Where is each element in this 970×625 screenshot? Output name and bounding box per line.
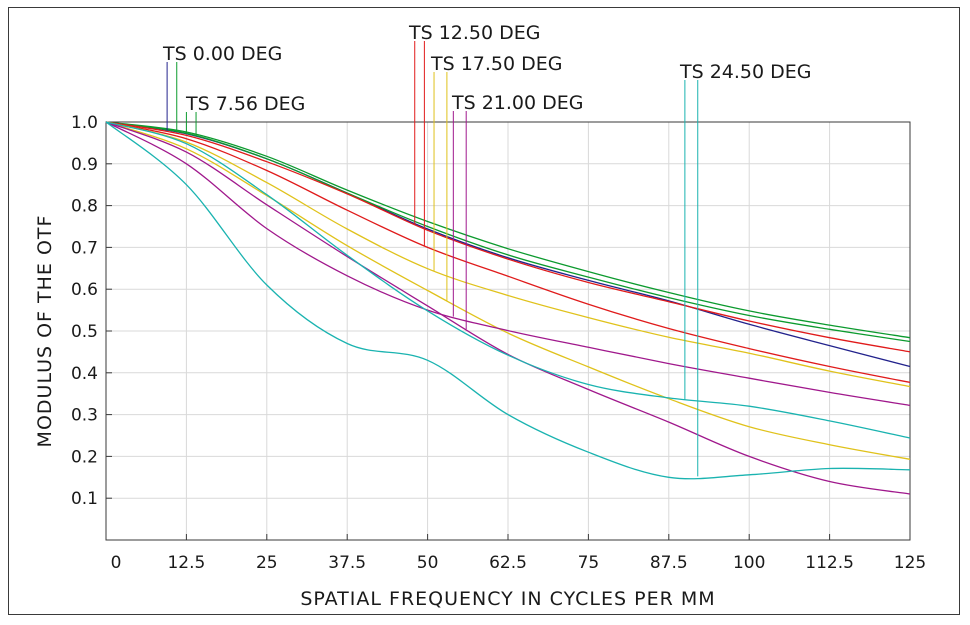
x-tick-label: 25 — [256, 553, 278, 573]
x-tick-label: 37.5 — [328, 553, 366, 573]
mtf-series-line-1 — [105, 121, 911, 343]
field-label: TS 0.00 DEG — [162, 43, 282, 65]
mtf-series-line-3 — [105, 121, 911, 353]
x-tick-label: 125 — [894, 553, 926, 573]
field-label: TS 17.50 DEG — [430, 53, 563, 75]
mtf-series-line-4 — [105, 121, 911, 384]
x-tick-label: 100 — [733, 553, 765, 573]
y-tick-label: 0.1 — [71, 489, 98, 509]
field-label: TS 21.00 DEG — [451, 92, 584, 114]
y-tick-label: 1.0 — [71, 113, 98, 133]
y-tick-label: 0.9 — [71, 155, 98, 175]
field-label: TS 12.50 DEG — [408, 22, 541, 44]
x-axis-label: SPATIAL FREQUENCY IN CYCLES PER MM — [300, 588, 715, 610]
x-tick-label: 112.5 — [805, 553, 854, 573]
x-tick-label: 62.5 — [489, 553, 527, 573]
x-tick-label: 75 — [578, 553, 600, 573]
y-tick-label: 0.5 — [71, 322, 98, 342]
mtf-series-line-5 — [105, 121, 911, 388]
series-layer — [105, 121, 911, 495]
x-tick-label: 0 — [111, 553, 122, 573]
field-label: TS 24.50 DEG — [679, 61, 812, 83]
y-tick-label: 0.8 — [71, 197, 98, 217]
mtf-series-line-7 — [105, 121, 911, 407]
plot-border — [105, 121, 911, 541]
y-tick-label: 0.7 — [71, 238, 98, 258]
y-tick-label: 0.4 — [71, 364, 98, 384]
x-tick-label: 50 — [417, 553, 439, 573]
x-tick-label: 87.5 — [650, 553, 688, 573]
field-marker-layer: TS 0.00 DEG TS 7.56 DEG TS 12.50 DEG TS 17.… — [162, 22, 812, 477]
y-tick-label: 0.2 — [71, 447, 98, 467]
y-tick-label: 0.3 — [71, 406, 98, 426]
mtf-series-line-8 — [105, 121, 911, 495]
y-tick-label: 0.6 — [71, 280, 98, 300]
tick-label-layer: 0 12.5 25 37.5 50 62.5 75 87.5 100 112.5 125 0.1 0.2… — [71, 113, 926, 573]
x-tick-label: 12.5 — [167, 553, 205, 573]
mtf-series-line-9 — [105, 121, 911, 439]
y-axis-label: MODULUS OF THE OTF — [34, 215, 56, 448]
mtf-series-line-10 — [105, 121, 911, 480]
mtf-series-line-6 — [105, 121, 911, 460]
field-label: TS 7.56 DEG — [185, 93, 305, 115]
mtf-series-line-2 — [105, 121, 911, 339]
